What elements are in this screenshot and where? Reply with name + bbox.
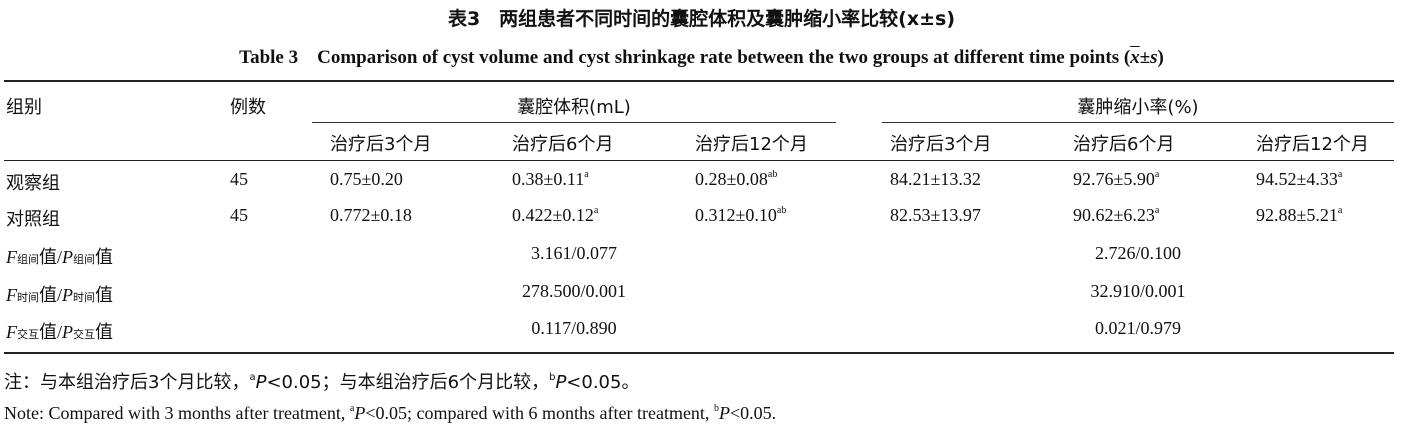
table-cell: 0.422±0.12a	[512, 205, 599, 225]
table-cell: 90.62±6.23a	[1073, 205, 1160, 225]
table-cell: 92.88±5.21a	[1256, 205, 1343, 225]
row-observation-n: 45	[230, 169, 248, 189]
table-cell: 94.52±4.33a	[1256, 169, 1343, 189]
stat-time-shrinkage: 32.910/0.001	[1090, 281, 1186, 301]
top-rule	[4, 80, 1394, 82]
table-cell: 84.21±13.32	[890, 169, 981, 189]
header-time-vol-12m: 治疗后12个月	[695, 134, 808, 155]
stat-label-time: F时间值/P时间值	[6, 285, 114, 306]
table-cell: 0.312±0.10ab	[695, 205, 787, 225]
row-control-group: 对照组	[6, 209, 60, 230]
header-time-shr-12m: 治疗后12个月	[1256, 134, 1369, 155]
stat-interaction-volume: 0.117/0.890	[531, 318, 617, 338]
header-cases: 例数	[230, 97, 266, 118]
header-volume: 囊腔体积(mL)	[517, 97, 631, 118]
footnote-cn: 注：与本组治疗后3个月比较，aP<0.05；与本组治疗后6个月比较，bP<0.0…	[4, 372, 640, 393]
stat-interaction-shrinkage: 0.021/0.979	[1094, 318, 1181, 338]
stat-time-volume: 278.500/0.001	[521, 281, 626, 301]
stat-label-interaction: F交互值/P交互值	[6, 322, 114, 343]
header-time-shr-3m: 治疗后3个月	[890, 134, 992, 155]
table-title-cn: 表3 两组患者不同时间的囊腔体积及囊肿缩小率比较(x±s)	[447, 8, 956, 30]
volume-subrule	[312, 122, 836, 123]
shrinkage-subrule	[882, 122, 1394, 123]
table-cell: 0.38±0.11a	[512, 169, 589, 189]
row-observation-group: 观察组	[6, 173, 60, 194]
row-control-n: 45	[230, 205, 248, 225]
table-title-en: Table 3 Comparison of cyst volume and cy…	[239, 47, 1164, 68]
stat-between-shrinkage: 2.726/0.100	[1094, 243, 1181, 263]
table-cell: 0.28±0.08ab	[695, 169, 778, 189]
bottom-rule	[4, 352, 1394, 354]
table-cell: 0.772±0.18	[330, 205, 412, 225]
table-cell: 82.53±13.97	[890, 205, 981, 225]
header-time-vol-6m: 治疗后6个月	[512, 134, 614, 155]
stat-label-between: F组间值/P组间值	[6, 247, 114, 268]
header-time-shr-6m: 治疗后6个月	[1073, 134, 1175, 155]
table-cell: 92.76±5.90a	[1073, 169, 1160, 189]
stat-between-volume: 3.161/0.077	[530, 243, 617, 263]
header-group: 组别	[6, 97, 42, 118]
header-rule	[4, 160, 1394, 161]
header-time-vol-3m: 治疗后3个月	[330, 134, 432, 155]
table-cell: 0.75±0.20	[330, 169, 403, 189]
footnote-en: Note: Compared with 3 months after treat…	[4, 403, 777, 423]
header-shrinkage: 囊肿缩小率(%)	[1077, 97, 1199, 118]
